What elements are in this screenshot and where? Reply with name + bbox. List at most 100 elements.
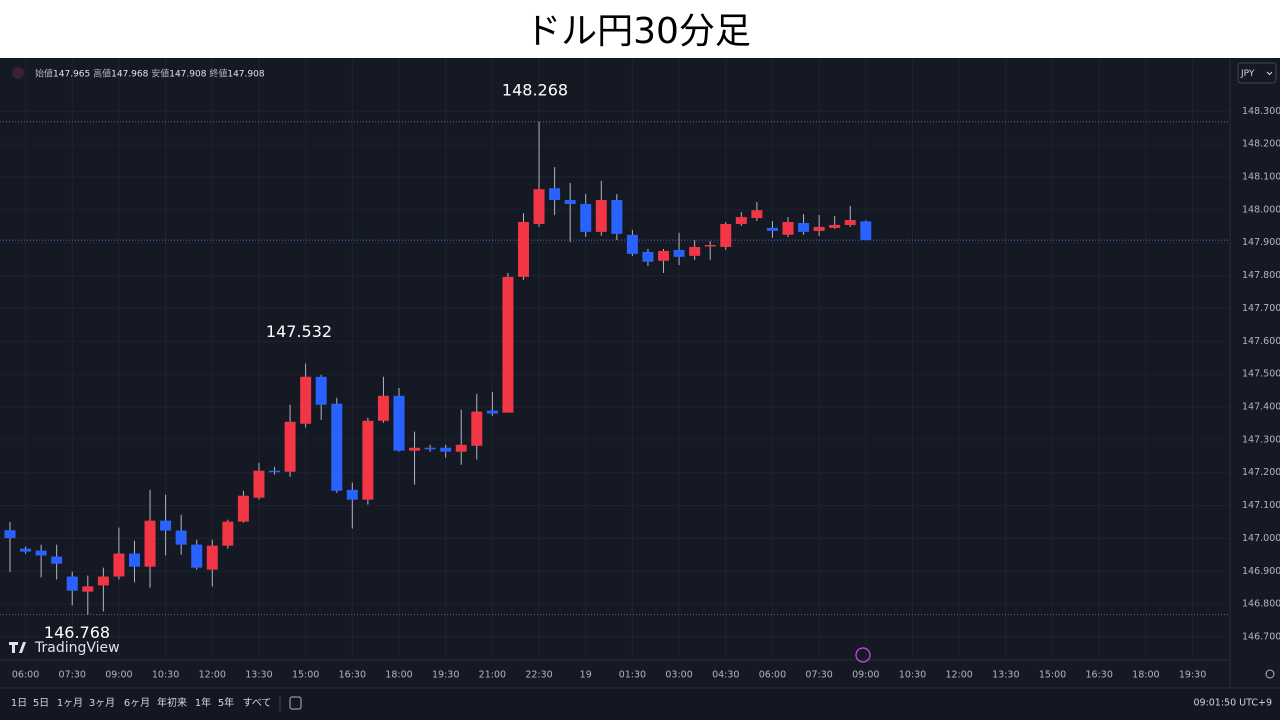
y-tick-label: 147.000 — [1242, 533, 1280, 544]
y-tick-label: 147.700 — [1242, 303, 1280, 314]
y-tick-label: 147.900 — [1242, 237, 1280, 248]
candle-body — [206, 545, 218, 570]
x-tick-label: 18:00 — [385, 670, 412, 681]
y-tick-label: 147.400 — [1242, 402, 1280, 413]
candle-body — [735, 217, 747, 224]
x-tick-label: 19:30 — [432, 670, 459, 681]
range-button[interactable]: 5年 — [218, 696, 234, 709]
candle-body — [424, 447, 436, 450]
y-tick-label: 147.500 — [1242, 369, 1280, 380]
y-tick-label: 148.200 — [1242, 139, 1280, 150]
candle-body — [502, 276, 514, 413]
candle-body — [128, 553, 140, 567]
range-button[interactable]: 3ヶ月 — [89, 697, 115, 709]
candle-body — [346, 489, 358, 500]
range-button[interactable]: 1年 — [195, 696, 211, 709]
range-button[interactable]: すべて — [243, 697, 272, 709]
x-tick-label: 03:00 — [665, 670, 692, 681]
annotation: 148.268 — [502, 80, 568, 99]
candle-body — [20, 548, 32, 552]
brand-logo — [9, 642, 26, 653]
annotation: 146.768 — [44, 623, 110, 642]
currency-select[interactable] — [1237, 62, 1277, 84]
candle-body — [393, 395, 405, 451]
toolbar — [0, 688, 1280, 720]
y-tick-label: 147.100 — [1242, 500, 1280, 511]
candle-body — [766, 227, 778, 231]
x-tick-label: 13:30 — [992, 670, 1019, 681]
candle-body — [440, 447, 452, 452]
candle-body — [237, 495, 249, 522]
range-button[interactable]: 5日 — [33, 698, 49, 709]
currency-label: JPY — [1240, 69, 1255, 79]
candle-body — [66, 576, 78, 591]
x-tick-label: 10:30 — [899, 670, 926, 681]
plot-area: 06:00 07:30 09:00 10:30 12:00 13:30 15:00 16:30… — [0, 58, 1230, 681]
candle-body — [486, 410, 498, 414]
candle-body — [377, 395, 389, 421]
candle-body — [409, 447, 421, 451]
x-tick-label: 16:30 — [1086, 670, 1113, 681]
candle-body — [331, 403, 343, 491]
chart-title: ドル円30分足 — [525, 11, 751, 52]
range-button[interactable]: 1日 — [11, 698, 27, 709]
x-tick-label: 09:00 — [852, 670, 879, 681]
candle-body — [160, 520, 172, 531]
range-button[interactable]: 1ヶ月 — [57, 697, 83, 709]
range-button[interactable]: 年初来 — [157, 696, 187, 709]
y-tick-label: 146.700 — [1242, 632, 1280, 643]
x-tick-label: 06:00 — [12, 670, 39, 681]
settings-icon[interactable] — [1265, 669, 1275, 679]
candle-body — [315, 376, 327, 405]
candle-body — [549, 188, 561, 200]
symbol-icon — [12, 67, 24, 79]
clock: 09:01:50 UTC+9 — [1193, 698, 1272, 709]
candle-body — [720, 223, 732, 247]
dropdown-arrow — [1266, 71, 1273, 76]
candle-body — [144, 520, 156, 567]
y-tick-label: 148.100 — [1242, 172, 1280, 183]
y-tick-label: 148.000 — [1242, 204, 1280, 215]
candle-body — [642, 251, 654, 262]
x-tick-label: 15:00 — [292, 670, 319, 681]
y-tick-label: 147.800 — [1242, 270, 1280, 281]
candle-body — [689, 246, 701, 256]
candle-body — [813, 226, 825, 231]
y-tick-label: 148.300 — [1242, 106, 1280, 117]
y-tick-label: 147.300 — [1242, 434, 1280, 445]
candle-body — [829, 224, 841, 228]
range-button[interactable]: 6ヶ月 — [124, 697, 150, 709]
x-tick-label: 19 — [580, 670, 592, 681]
y-tick-label: 147.200 — [1242, 467, 1280, 478]
x-tick-label: 22:30 — [525, 670, 552, 681]
ohlc-legend: 始値147.965 高値147.968 安値147.908 終値147.908 — [35, 67, 265, 79]
candle-body — [300, 376, 312, 424]
candle-body — [673, 249, 685, 257]
x-tick-label: 18:00 — [1132, 670, 1159, 681]
candle-body — [362, 420, 374, 500]
chart-background — [0, 58, 1280, 720]
annotation: 147.532 — [266, 322, 332, 341]
candle-body — [751, 210, 763, 219]
brand-name: TradingView — [34, 640, 120, 656]
x-tick-label: 10:30 — [152, 670, 179, 681]
date-range-button[interactable] — [289, 696, 302, 710]
y-tick-label: 147.600 — [1242, 336, 1280, 347]
candle-body — [611, 200, 623, 234]
x-tick-label: 15:00 — [1039, 670, 1066, 681]
candle-body — [51, 556, 63, 564]
event-icon[interactable] — [855, 647, 871, 663]
candle-body — [704, 245, 716, 247]
candle-body — [564, 200, 576, 204]
candle-body — [844, 220, 856, 225]
x-tick-label: 12:00 — [945, 670, 972, 681]
candle-body — [175, 530, 187, 545]
candle-body — [782, 222, 794, 235]
candle-body — [860, 221, 872, 241]
x-tick-label: 09:00 — [105, 670, 132, 681]
candle-body — [113, 553, 125, 577]
x-tick-label: 04:30 — [712, 670, 739, 681]
candle-body — [82, 586, 94, 592]
